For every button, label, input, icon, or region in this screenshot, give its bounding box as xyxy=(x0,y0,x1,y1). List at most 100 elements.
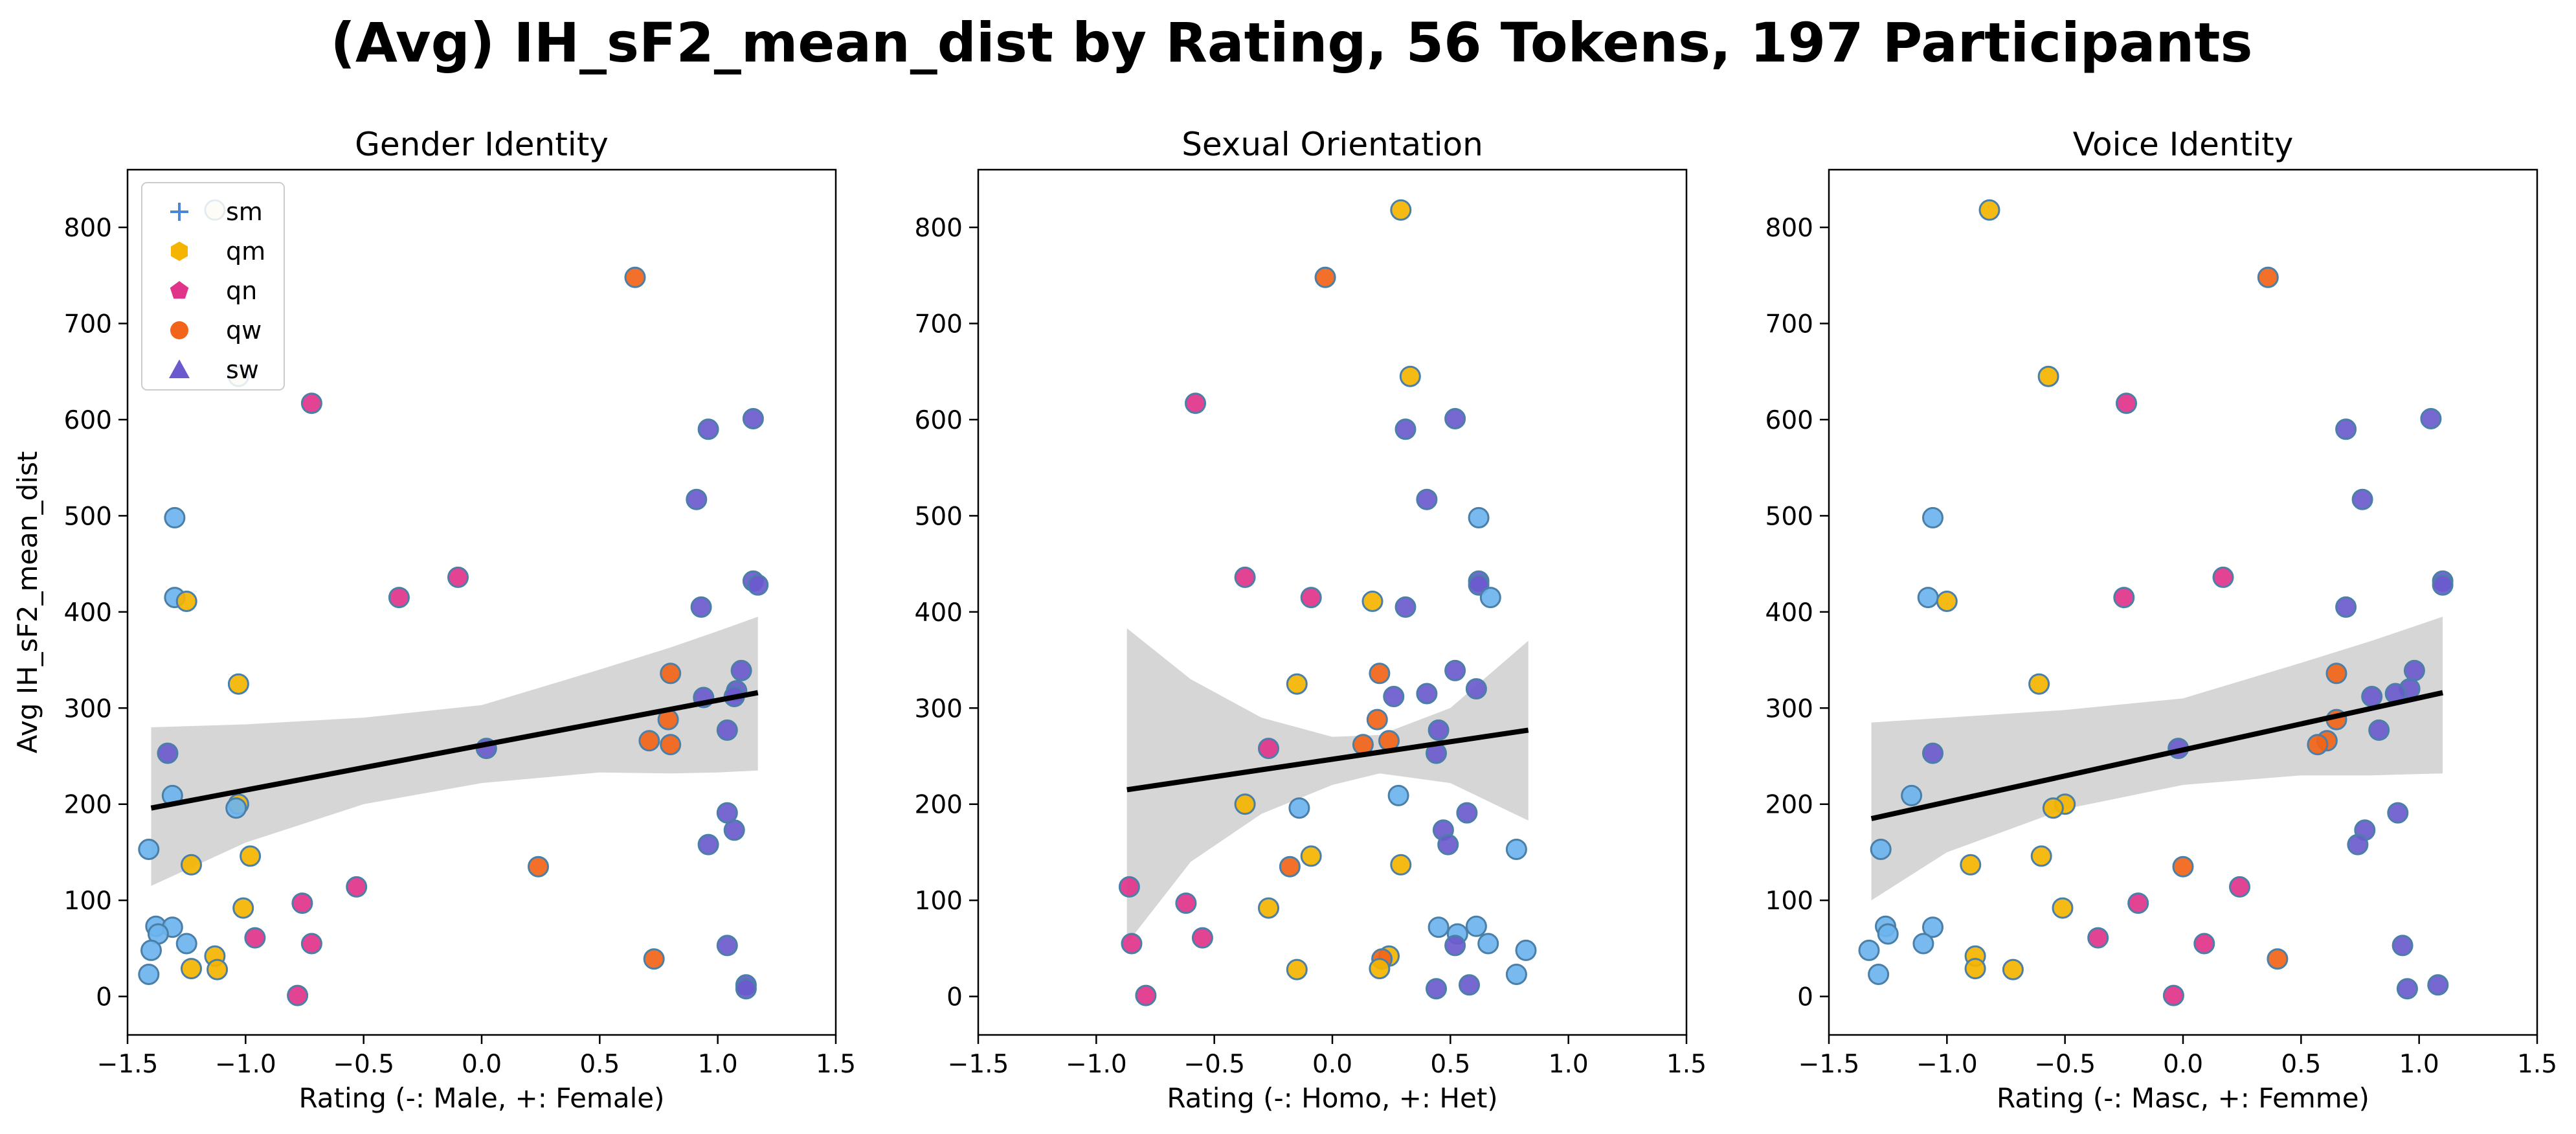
data-point xyxy=(1917,587,1939,609)
data-point xyxy=(1286,673,1308,695)
y-tick-label: 0 xyxy=(96,983,112,1012)
data-point xyxy=(2030,845,2052,867)
x-tick-label: −1.0 xyxy=(1066,1050,1127,1079)
y-tick-label: 300 xyxy=(1765,694,1813,723)
data-point xyxy=(240,845,262,867)
data-point xyxy=(300,933,322,955)
x-tick-label: −1.0 xyxy=(1916,1050,1978,1079)
data-point xyxy=(1369,958,1391,980)
data-point xyxy=(1426,978,1447,1000)
data-point xyxy=(735,978,757,1000)
panel-1: −1.5 −1.0 −0.5 0.0 0.5 1.0 1.5 0 100 200 300 400 500… xyxy=(12,126,856,1114)
data-point xyxy=(1234,566,1256,588)
panel-3: −1.5 −1.0 −0.5 0.0 0.5 1.0 1.5 0 100 200 300 400 500… xyxy=(1765,126,2557,1114)
data-point xyxy=(1505,839,1527,860)
panel-title: Voice Identity xyxy=(2073,126,2294,163)
data-point xyxy=(1515,939,1537,961)
data-point xyxy=(1390,199,1412,221)
data-point xyxy=(1468,506,1490,528)
data-point xyxy=(2028,673,2050,695)
data-point xyxy=(1858,939,1880,961)
figure-title: (Avg) IH_sF2_mean_dist by Rating, 56 Tok… xyxy=(331,11,2253,74)
data-point xyxy=(1175,892,1197,914)
panels: −1.5 −1.0 −0.5 0.0 0.5 1.0 1.5 0 100 200 300 400 500… xyxy=(12,126,2557,1114)
data-point xyxy=(1399,365,1421,387)
y-tick-label: 600 xyxy=(1765,406,1813,435)
data-point xyxy=(1477,933,1499,955)
data-point xyxy=(747,574,769,596)
data-point xyxy=(716,719,738,741)
data-point xyxy=(1387,784,1409,806)
x-axis-label: Rating (-: Male, +: Female) xyxy=(299,1082,665,1114)
data-point xyxy=(138,964,160,985)
data-point xyxy=(730,659,752,681)
data-point xyxy=(140,939,162,961)
x-tick-label: 0.5 xyxy=(2281,1050,2321,1079)
x-tick-label: −1.5 xyxy=(97,1050,159,1079)
data-point xyxy=(1191,927,1213,949)
y-tick-label: 500 xyxy=(1765,502,1813,531)
data-point xyxy=(2368,719,2390,741)
data-point xyxy=(2420,408,2442,429)
y-tick-label: 400 xyxy=(64,598,112,628)
y-tick-label: 200 xyxy=(1765,791,1813,820)
y-tick-label: 400 xyxy=(1765,598,1813,628)
data-point xyxy=(2052,897,2074,919)
y-tick-label: 200 xyxy=(64,791,112,820)
data-point xyxy=(1279,856,1301,878)
y-tick-label: 400 xyxy=(915,598,963,628)
data-point xyxy=(2391,935,2414,957)
y-tick-label: 800 xyxy=(915,214,963,243)
y-tick-label: 500 xyxy=(64,502,112,531)
legend-marker-hexagon-icon xyxy=(171,242,188,261)
y-tick-label: 300 xyxy=(64,694,112,723)
x-tick-label: 1.5 xyxy=(1666,1050,1707,1079)
y-tick-label: 100 xyxy=(1765,887,1813,916)
data-point xyxy=(2396,978,2418,1000)
data-point xyxy=(1936,591,1958,612)
y-tick-label: 0 xyxy=(1797,983,1813,1012)
data-point xyxy=(2087,927,2109,949)
data-point xyxy=(697,833,719,856)
panel-title: Sexual Orientation xyxy=(1182,126,1483,163)
data-point xyxy=(1922,742,1943,764)
data-point xyxy=(1459,974,1480,996)
legend: sm qm qn qw sw xyxy=(141,182,285,391)
x-axis-label: Rating (-: Homo, +: Het) xyxy=(1167,1082,1497,1114)
data-point xyxy=(1416,488,1438,510)
data-point xyxy=(1428,719,1450,741)
x-tick-label: 1.0 xyxy=(2399,1050,2439,1079)
data-point xyxy=(1922,916,1943,938)
data-point xyxy=(2403,659,2425,681)
legend-marker-circle-icon xyxy=(170,321,188,339)
y-tick-label: 500 xyxy=(915,502,963,531)
data-point xyxy=(1258,897,1279,919)
x-tick-label: −0.5 xyxy=(2034,1050,2096,1079)
legend-box xyxy=(141,182,285,391)
x-tick-label: 1.0 xyxy=(698,1050,738,1079)
panel-title: Gender Identity xyxy=(355,126,609,163)
data-point xyxy=(232,897,254,919)
data-point xyxy=(723,819,745,841)
data-point xyxy=(291,892,313,914)
legend-marker-pentagon-icon xyxy=(170,281,189,299)
x-tick-label: 0.5 xyxy=(579,1050,620,1079)
data-point xyxy=(157,742,179,764)
x-tick-label: 0.5 xyxy=(1430,1050,1470,1079)
y-tick-label: 600 xyxy=(64,406,112,435)
data-point xyxy=(300,392,322,414)
data-point xyxy=(2432,574,2454,596)
data-point xyxy=(1960,854,1982,876)
legend-marker-triangle-icon xyxy=(169,359,190,378)
data-point xyxy=(175,591,197,612)
legend-marker-plus-icon xyxy=(170,203,188,221)
data-point xyxy=(1121,933,1143,955)
x-tick-label: −1.0 xyxy=(215,1050,276,1079)
y-tick-label: 700 xyxy=(1765,310,1813,339)
x-tick-label: −1.5 xyxy=(1798,1050,1860,1079)
data-point xyxy=(1390,854,1412,876)
data-point xyxy=(225,797,247,819)
data-point xyxy=(2335,418,2357,440)
